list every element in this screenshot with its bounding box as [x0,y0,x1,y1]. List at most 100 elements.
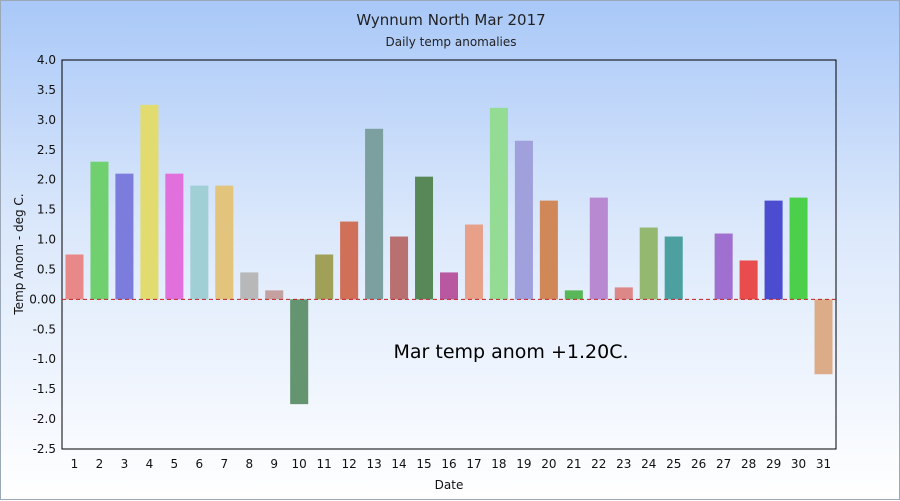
x-tick-label: 29 [766,457,781,471]
bar-highlight [764,200,783,300]
bar-day-30 [789,197,808,300]
x-tick-label: 22 [591,457,606,471]
bar-highlight [589,197,608,300]
bar-highlight [564,290,583,300]
annotation: Mar temp anom +1.20C. [393,341,628,363]
x-tick-label: 11 [317,457,332,471]
bar-highlight [165,173,184,300]
bar-day-8 [240,272,259,300]
x-tick-label: 3 [121,457,129,471]
x-tick-label: 6 [196,457,204,471]
bar-highlight [390,236,409,300]
bar-day-7 [215,185,234,300]
x-tick-label: 9 [270,457,278,471]
x-tick-label: 19 [516,457,531,471]
bar-highlight [190,185,209,300]
y-axis: 4.0 3.5 3.0 2.5 2.0 1.5 1.0 0.5 0.00 -0.5 -1.0 -1.5… [29,53,56,456]
bar-highlight [464,224,483,300]
bar-day-23 [614,287,633,300]
bar-highlight [814,299,833,375]
bar-day-19 [514,140,533,300]
bar-day-13 [365,128,384,300]
chart-title: Wynnum North Mar 2017 [356,11,545,29]
bar-highlight [65,254,84,300]
bar-highlight [739,260,758,300]
x-tick-label: 15 [416,457,431,471]
y-tick-label: 0.5 [37,262,56,276]
bar-highlight [789,197,808,300]
x-tick-label: 23 [616,457,631,471]
bar-highlight [664,236,683,300]
bar-highlight [365,128,384,300]
x-tick-label: 18 [491,457,506,471]
y-tick-label: 3.0 [37,113,56,127]
y-tick-label: -0.5 [33,322,56,336]
x-tick-label: 24 [641,457,656,471]
y-tick-label: 4.0 [37,53,56,67]
x-tick-label: 1 [71,457,79,471]
bar-highlight [240,272,259,300]
x-tick-label: 17 [466,457,481,471]
bar-highlight [714,233,733,300]
bar-highlight [415,176,434,300]
bar-highlight [440,272,458,300]
bar-highlight [290,299,309,405]
bar-highlight [90,161,109,300]
bar-highlight [639,227,658,300]
bar-day-25 [664,236,683,300]
y-tick-label: -2.5 [33,442,56,456]
bar-day-31 [814,299,833,375]
bar-highlight [215,185,234,300]
bar-day-1 [65,254,84,300]
bar-day-18 [489,107,508,300]
plot-area [61,59,837,450]
bar-day-17 [464,224,483,300]
x-tick-label: 2 [96,457,104,471]
y-tick-label: -2.0 [33,412,56,426]
bar-day-2 [90,161,109,300]
x-tick-label: 20 [541,457,556,471]
bar-day-24 [639,227,658,300]
bar-day-22 [589,197,608,300]
bar-highlight [614,287,633,300]
y-tick-label: 2.0 [37,173,56,187]
x-tick-label: 27 [716,457,731,471]
x-tick-label: 7 [220,457,228,471]
x-tick-label: 31 [816,457,831,471]
bar-highlight [115,173,134,300]
bar-highlight [315,254,334,300]
bars [65,104,833,405]
x-tick-label: 13 [366,457,381,471]
x-tick-label: 8 [245,457,253,471]
x-tick-label: 14 [391,457,406,471]
bar-day-11 [315,254,334,300]
y-tick-label: 1.0 [37,233,56,247]
bar-day-28 [739,260,758,300]
bar-highlight [514,140,533,300]
bar-highlight [340,221,359,300]
x-tick-label: 25 [666,457,681,471]
y-tick-label: 3.5 [37,83,56,97]
bar-day-5 [165,173,184,300]
chart-subtitle: Daily temp anomalies [385,35,516,49]
bar-day-9 [265,290,284,300]
x-tick-label: 21 [566,457,581,471]
bar-highlight [140,104,159,300]
bar-day-12 [340,221,359,300]
bar-day-27 [714,233,733,300]
bar-highlight [489,107,508,300]
bar-highlight [265,290,284,300]
x-tick-label: 4 [146,457,154,471]
y-tick-label: 1.5 [37,203,56,217]
y-tick-label: 2.5 [37,143,56,157]
x-tick-label: 16 [441,457,456,471]
x-tick-label: 30 [791,457,806,471]
bar-day-20 [539,200,558,300]
x-tick-label: 12 [341,457,356,471]
x-tick-label: 10 [292,457,307,471]
bar-day-3 [115,173,134,300]
y-tick-label: -1.5 [33,382,56,396]
x-axis: 1 2 3 4 5 6 7 8 9 10 11 12 13 14 15 16 17 18 19 20 21 22 23 24 2… [71,457,831,471]
